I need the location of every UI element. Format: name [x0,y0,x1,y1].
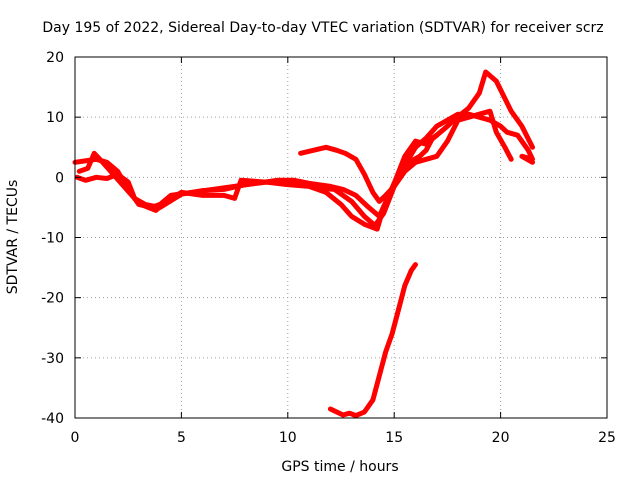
y-tick-label: 0 [55,170,64,186]
x-tick-label: 5 [177,430,186,446]
series-track-e [327,262,418,419]
y-tick-label: -20 [41,291,64,307]
x-tick-label: 10 [279,430,297,446]
x-tick-label: 0 [71,430,80,446]
axis-ticks: 0 5 10 15 20 25 -40 -30 -20 -10 0 10 20 [41,50,616,446]
x-tick-label: 25 [598,430,616,446]
chart-title: Day 195 of 2022, Sidereal Day-to-day VTE… [42,20,603,36]
y-tick-label: 20 [46,50,64,66]
y-tick-label: -30 [41,351,64,367]
y-tick-label: 10 [46,110,64,126]
y-axis-label: SDTVAR / TECUs [5,180,21,295]
x-axis-label: GPS time / hours [281,459,398,475]
series-track-d [298,132,440,204]
x-tick-label: 20 [492,430,510,446]
y-tick-label: -10 [41,231,64,247]
x-tick-label: 15 [385,430,403,446]
y-tick-label: -40 [41,411,64,427]
data-series [72,69,535,419]
grid [75,57,607,418]
series-track-c [74,111,535,232]
